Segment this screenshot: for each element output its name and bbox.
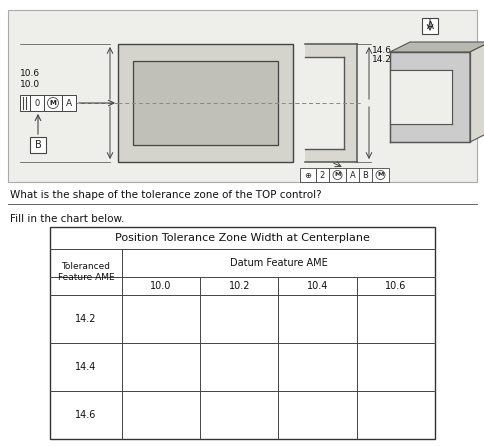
Bar <box>30 95 44 111</box>
Bar <box>421 18 437 34</box>
Bar <box>30 137 46 153</box>
Text: 10.0: 10.0 <box>20 80 40 89</box>
Text: 14.6: 14.6 <box>371 46 391 55</box>
Text: 10.4: 10.4 <box>306 281 328 291</box>
Text: Toleranced
Feature AME: Toleranced Feature AME <box>58 261 114 283</box>
Text: 14.4: 14.4 <box>75 362 96 372</box>
Text: 10.6: 10.6 <box>20 69 40 78</box>
Text: M: M <box>377 173 383 177</box>
Bar <box>345 168 358 182</box>
Bar <box>118 44 292 162</box>
Circle shape <box>333 170 341 180</box>
Bar <box>358 168 371 182</box>
Text: 10.2: 10.2 <box>228 281 250 291</box>
Bar <box>304 57 343 149</box>
Text: 14.2: 14.2 <box>75 314 96 324</box>
Bar <box>50 227 434 439</box>
Text: Position Tolerance Zone Width at Centerplane: Position Tolerance Zone Width at Centerp… <box>115 233 369 243</box>
Bar <box>133 61 277 145</box>
Text: 2: 2 <box>319 170 324 180</box>
Text: What is the shape of the tolerance zone of the TOP control?: What is the shape of the tolerance zone … <box>10 190 321 200</box>
Circle shape <box>375 170 384 180</box>
Text: 14.2: 14.2 <box>371 55 391 64</box>
Text: 10.6: 10.6 <box>384 281 406 291</box>
Bar <box>371 168 388 182</box>
Bar <box>44 95 62 111</box>
Text: 10.0: 10.0 <box>150 281 171 291</box>
Bar <box>316 168 328 182</box>
Text: Fill in the chart below.: Fill in the chart below. <box>10 214 124 224</box>
Text: A: A <box>425 21 433 31</box>
Text: A: A <box>66 98 72 107</box>
Bar <box>62 95 76 111</box>
Text: M: M <box>49 100 56 106</box>
Bar <box>389 70 451 124</box>
Text: A: A <box>349 170 355 180</box>
Text: 14.6: 14.6 <box>75 410 96 420</box>
Bar <box>8 10 476 182</box>
Polygon shape <box>469 42 484 142</box>
Text: B: B <box>34 140 41 150</box>
Bar <box>300 168 316 182</box>
Polygon shape <box>389 42 484 52</box>
Text: ⊕: ⊕ <box>304 170 311 180</box>
Text: Datum Feature AME: Datum Feature AME <box>229 258 327 268</box>
Bar <box>304 44 356 162</box>
Text: B: B <box>362 170 368 180</box>
Bar <box>389 52 469 142</box>
Bar <box>20 95 30 111</box>
Bar <box>328 168 345 182</box>
Text: 0: 0 <box>34 98 40 107</box>
Text: M: M <box>333 173 340 177</box>
Circle shape <box>47 97 59 109</box>
